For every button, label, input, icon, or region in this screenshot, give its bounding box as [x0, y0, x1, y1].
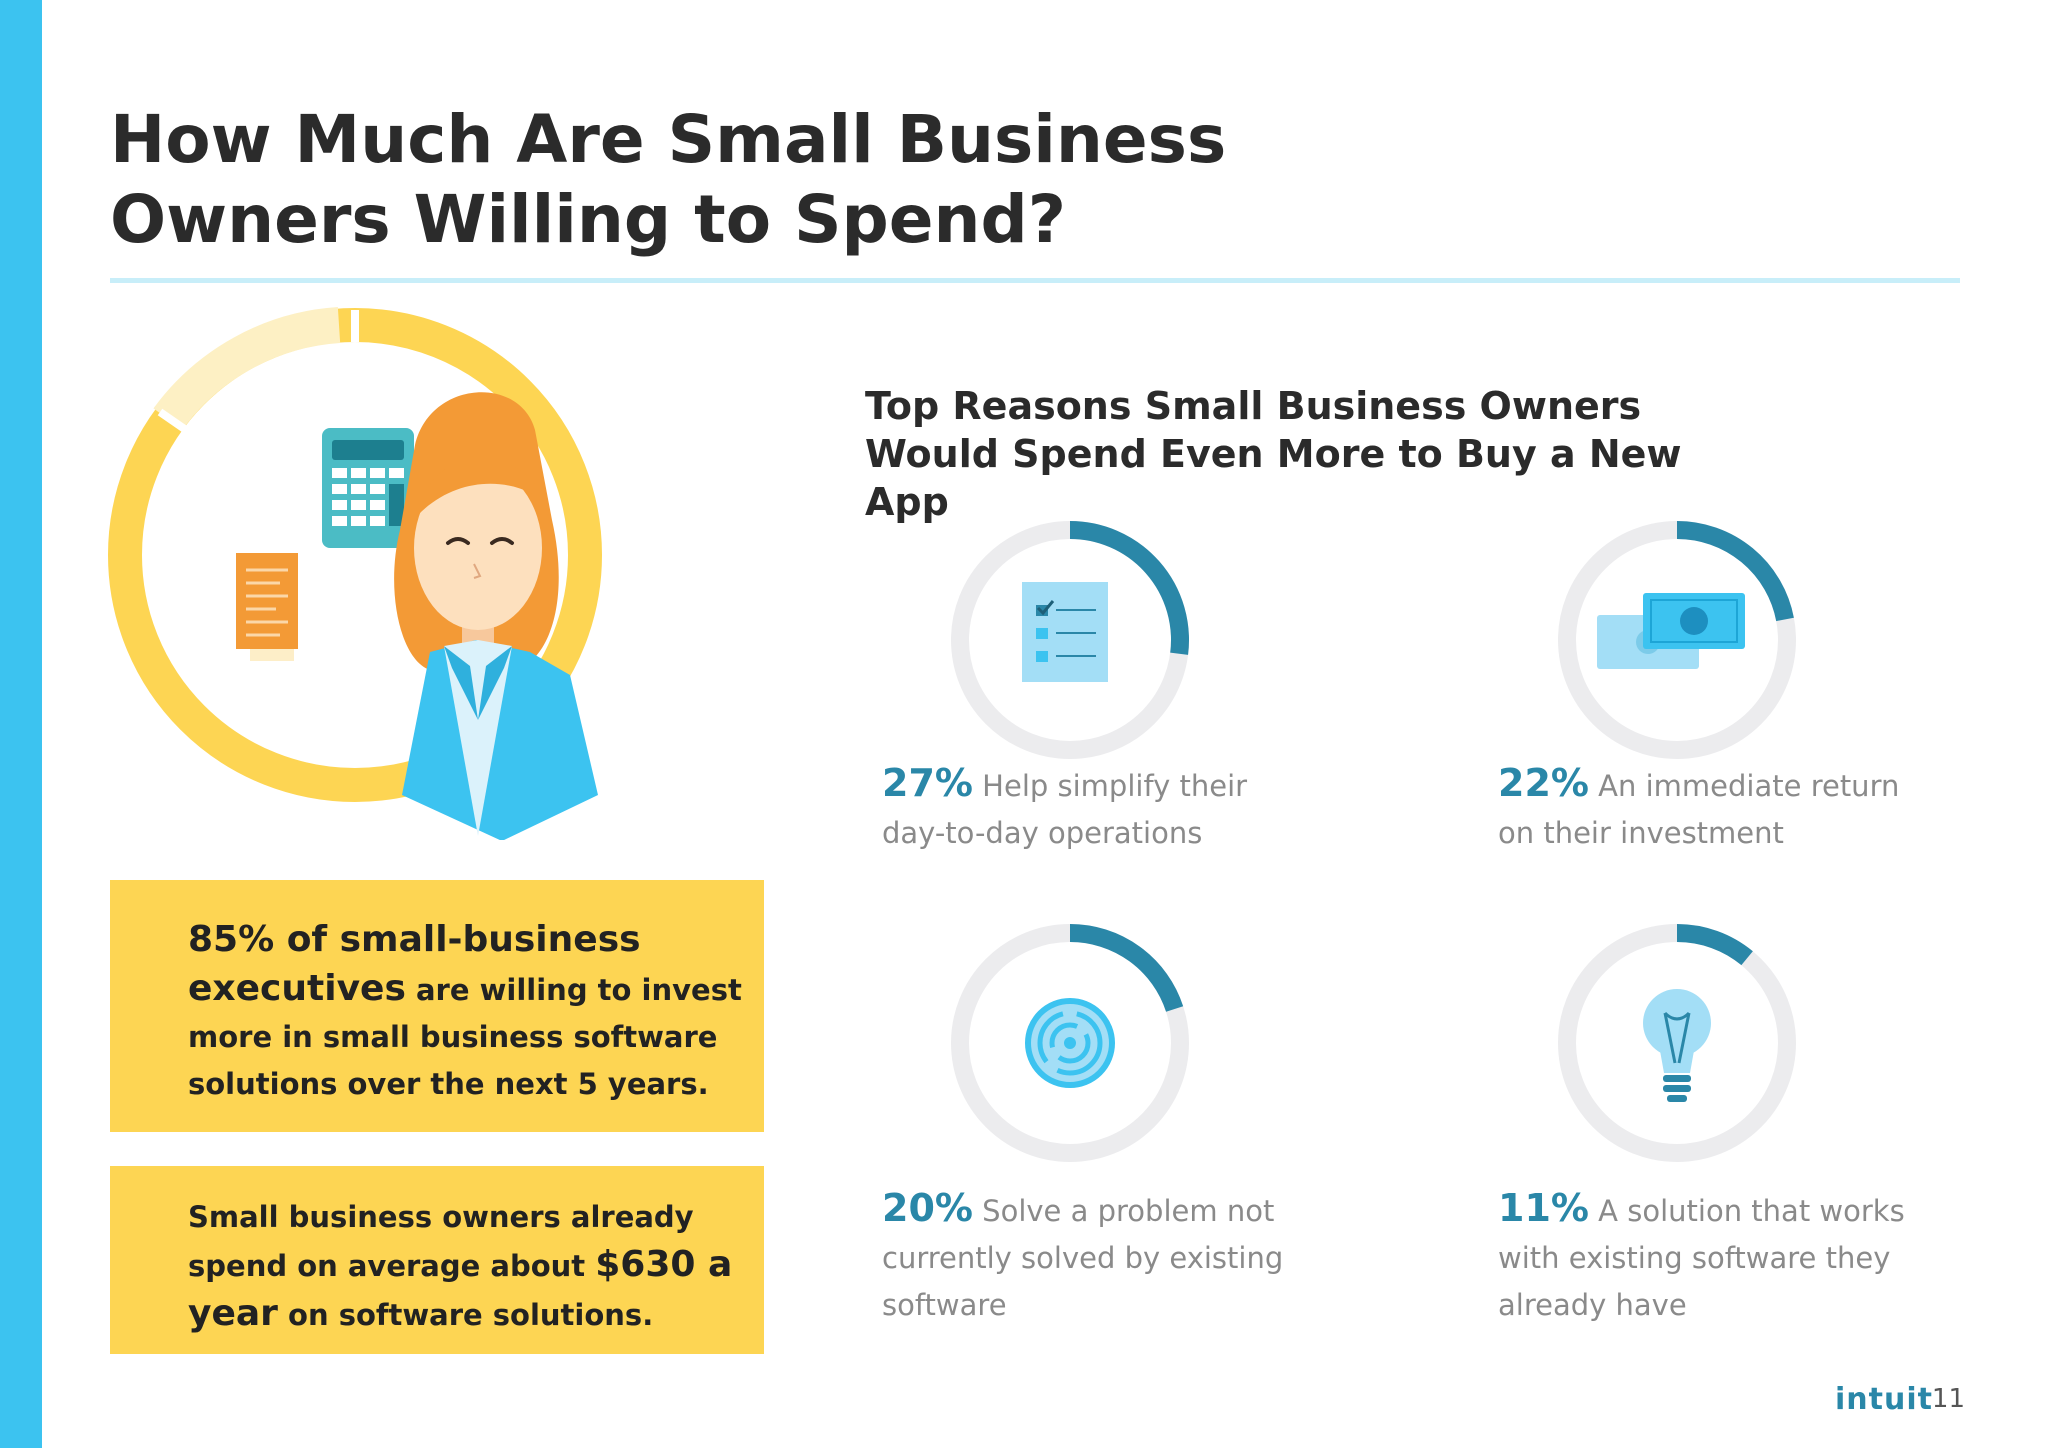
reason-text-3: Solve a problem not currently solved by … — [882, 1194, 1284, 1322]
lightbulb-icon — [1643, 989, 1711, 1102]
executives-stat-emphasis: 85% of small-business executives — [188, 919, 641, 1009]
reason-text-1: Help simplify their day-to-day operation… — [882, 769, 1248, 850]
reasons-subtitle: Top Reasons Small Business Owners Would … — [865, 384, 1682, 524]
spending-stat-text: Small business owners already spend on a… — [188, 1200, 733, 1334]
spending-stat-emphasis: $630 a year — [188, 1244, 733, 1334]
page-footer: intuit 11 — [1835, 1382, 1965, 1426]
reason-pct-2: 22% — [1498, 761, 1589, 805]
reason-stat-3: 20% Solve a problem not currently solved… — [882, 1185, 1302, 1329]
checklist-icon — [1022, 582, 1108, 682]
reason-ring-3 — [951, 924, 1189, 1162]
businesswoman-illustration — [108, 307, 602, 840]
light-ring-segment — [153, 307, 341, 430]
page-title: How Much Are Small Business Owners Willi… — [110, 101, 1227, 258]
calculator-icon — [322, 428, 414, 548]
executives-stat-text: 85% of small-business executives are wil… — [188, 919, 742, 1101]
intuit-logo: intuit — [1835, 1382, 1933, 1417]
spending-stat-box: Small business owners already spend on a… — [110, 1166, 764, 1354]
reason-ring-1 — [951, 521, 1189, 759]
ring-arc-22 — [1676, 521, 1794, 622]
reason-pct-1: 27% — [882, 761, 973, 805]
cash-icon — [1597, 593, 1745, 669]
reason-stat-2: 22% An immediate return on their investm… — [1498, 760, 1918, 857]
reason-text-4: A solution that works with existing soft… — [1498, 1194, 1905, 1322]
receipt-icon — [236, 553, 298, 661]
ring-arc-11 — [1676, 924, 1753, 966]
reason-ring-4 — [1558, 924, 1796, 1162]
executives-stat-box: 85% of small-business executives are wil… — [110, 880, 764, 1132]
reason-pct-4: 11% — [1498, 1186, 1589, 1230]
title-divider — [110, 278, 1960, 283]
reason-text-2: An immediate return on their investment — [1498, 769, 1900, 850]
woman-icon — [394, 392, 598, 840]
ring-arc-20 — [1069, 924, 1184, 1012]
left-accent-bar — [0, 0, 42, 1448]
reason-stat-4: 11% A solution that works with existing … — [1498, 1185, 1918, 1329]
reason-ring-2 — [1558, 521, 1796, 759]
reason-stat-1: 27% Help simplify their day-to-day opera… — [882, 760, 1302, 857]
maze-icon — [1025, 998, 1115, 1088]
ring-arc-27 — [1069, 521, 1189, 655]
reason-pct-3: 20% — [882, 1186, 973, 1230]
page-number: 11 — [1931, 1384, 1965, 1414]
